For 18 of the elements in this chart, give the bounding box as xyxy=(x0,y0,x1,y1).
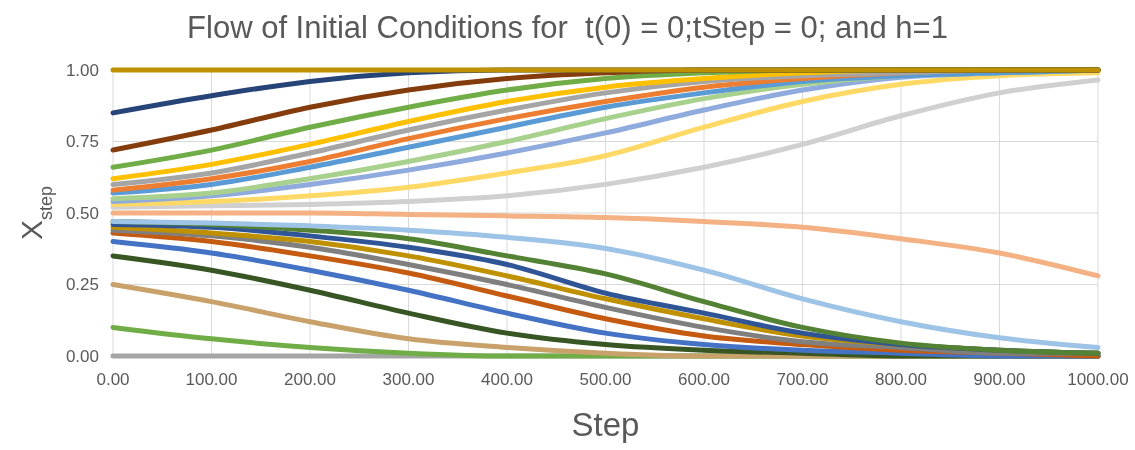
x-tick-label: 600.00 xyxy=(678,370,730,389)
x-tick-label: 400.00 xyxy=(481,370,533,389)
y-tick-label: 0.25 xyxy=(65,275,99,295)
x-tick-label: 700.00 xyxy=(776,370,829,389)
x-tick-label: 500.00 xyxy=(579,370,632,389)
x-tick-label: 800.00 xyxy=(875,370,927,389)
y-tick-label: 0.00 xyxy=(65,346,99,366)
x-tick-label: 300.00 xyxy=(382,370,435,389)
y-tick-label: 0.50 xyxy=(65,203,99,223)
x-tick-label: 100.00 xyxy=(185,370,238,389)
y-tick-label: 0.75 xyxy=(65,132,99,152)
x-axis-title: Step xyxy=(571,406,640,443)
x-tick-label: 1000.00 xyxy=(1067,370,1129,389)
chart-title: Flow of Initial Conditions for t(0) = 0;tStep = 0; and h=1 xyxy=(187,10,948,45)
x-tick-label: 900.00 xyxy=(973,370,1026,389)
x-tick-label: 200.00 xyxy=(284,370,336,389)
x-tick-label: 0.00 xyxy=(96,370,130,389)
y-tick-label: 1.00 xyxy=(65,60,99,80)
